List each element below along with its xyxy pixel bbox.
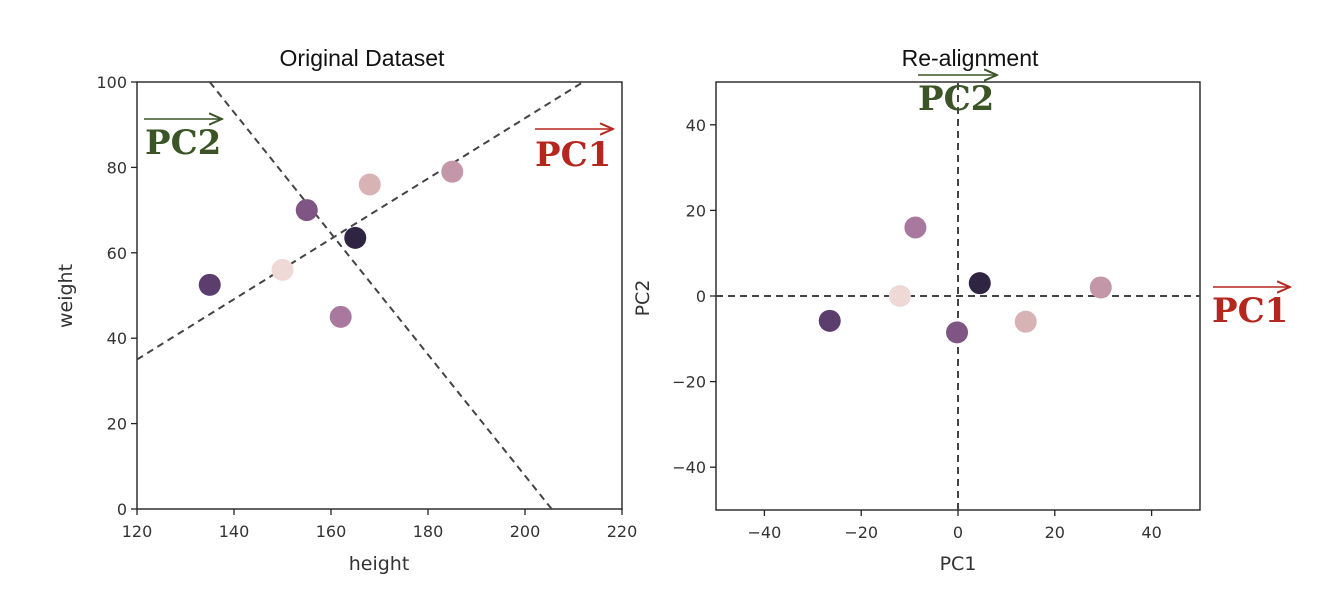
pc1-vector-label: PC1 [535,129,613,175]
data-point [344,226,367,249]
y-axis-label: PC2 [632,280,654,317]
x-tick-label: 180 [413,522,444,541]
y-tick-label: 0 [117,500,127,519]
y-tick-label: 0 [696,287,706,306]
pc2-label: PC2 [918,79,994,119]
y-tick-label: 100 [96,73,127,92]
chart-title: Re-alignment [902,45,1039,71]
data-point [358,173,381,196]
data-point [904,216,927,239]
pc1-label: PC1 [1212,291,1288,331]
x-tick-label: 0 [953,523,963,542]
y-tick-label: 40 [686,116,706,135]
x-axis-label: height [349,553,410,575]
data-point [441,160,464,183]
y-axis-label: weight [55,264,77,328]
data-point [818,309,841,332]
x-tick-label: 200 [510,522,541,541]
x-tick-label: 220 [607,522,638,541]
y-tick-label: 60 [107,244,127,263]
dashed-axis-line [137,82,584,361]
x-tick-label: 20 [1045,523,1065,542]
chart-title: Original Dataset [280,45,446,71]
dashed-axis-line [208,82,553,509]
y-tick-label: 80 [107,158,127,177]
data-point [888,285,911,307]
x-axis-label: PC1 [940,553,977,575]
x-tick-label: 140 [219,522,250,541]
x-tick-label: −20 [844,523,878,542]
y-tick-label: 40 [107,329,127,348]
x-tick-label: 160 [316,522,347,541]
x-tick-label: −40 [748,523,782,542]
plot-frame [136,81,623,510]
data-point [968,272,991,295]
x-tick-label: 40 [1141,523,1161,542]
data-point [295,199,318,222]
pc2-vector-label: PC2 [144,119,222,163]
pc1-vector-label: PC1 [1212,287,1290,331]
y-tick-label: −20 [672,373,706,392]
data-point [946,321,969,344]
data-point [1089,276,1112,299]
pc2-label: PC2 [145,123,221,163]
y-tick-label: −40 [672,458,706,477]
y-tick-label: 20 [686,201,706,220]
data-point [329,305,352,328]
original-dataset-chart: Original Dataset 120 140 160 180 200 220 0 20 40… [55,45,637,575]
data-point [198,273,221,296]
data-point [1014,310,1037,333]
data-point [271,258,294,281]
pc2-vector-label: PC2 [918,75,997,119]
x-tick-label: 120 [122,522,153,541]
y-tick-label: 20 [107,415,127,434]
pc1-label: PC1 [535,135,611,175]
